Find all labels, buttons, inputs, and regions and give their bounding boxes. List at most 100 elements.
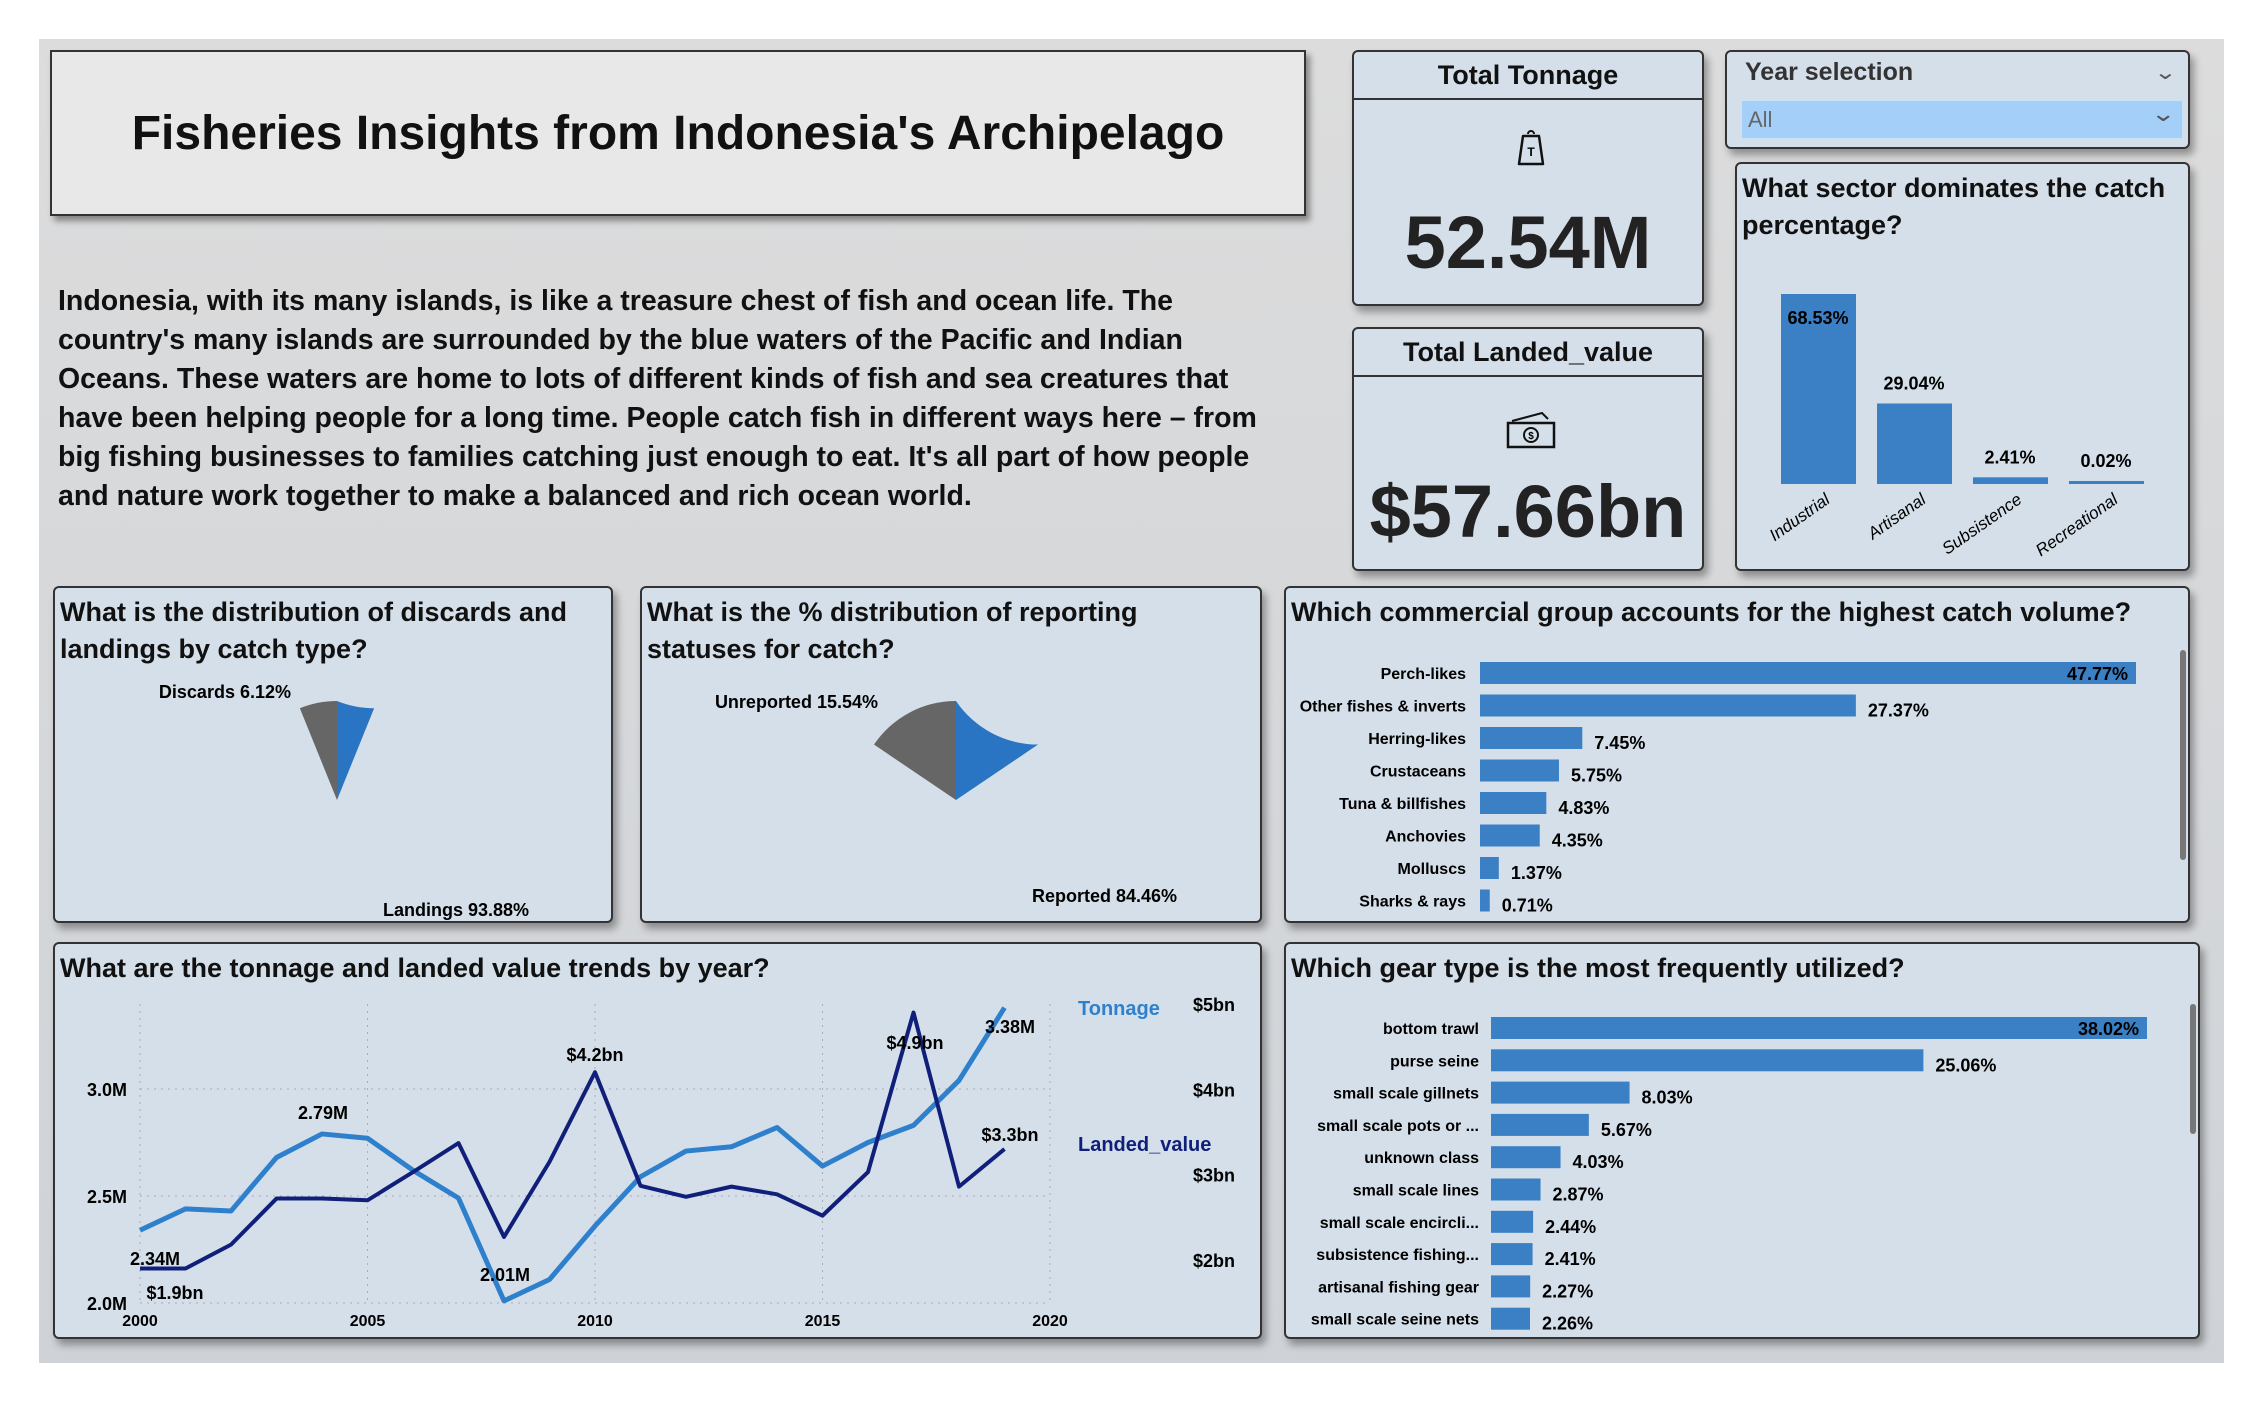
svg-text:$: $ bbox=[1528, 431, 1534, 442]
category-label: small scale gillnets bbox=[1333, 1086, 1479, 1103]
data-label: 0.71% bbox=[1502, 896, 1553, 916]
year-dropdown[interactable]: All ⌄ bbox=[1741, 100, 2183, 139]
data-label: 47.77% bbox=[2067, 664, 2128, 684]
category-label: Anchovies bbox=[1385, 829, 1466, 846]
landed-value-line bbox=[140, 1010, 1006, 1271]
bar bbox=[1491, 1307, 1530, 1330]
discards-landings-chart: What is the distribution of discards and… bbox=[53, 586, 613, 923]
chevron-down-icon[interactable]: ⌄ bbox=[2153, 62, 2178, 84]
bar bbox=[1781, 294, 1856, 484]
data-label: 2.01M bbox=[480, 1265, 530, 1285]
data-label: 38.02% bbox=[2078, 1019, 2139, 1039]
category-label: small scale pots or ... bbox=[1317, 1118, 1479, 1135]
x-tick: 2015 bbox=[805, 1313, 841, 1330]
category-label: subsistence fishing... bbox=[1316, 1247, 1479, 1264]
kpi-value: $57.66bn bbox=[1369, 470, 1687, 553]
data-label: 4.83% bbox=[1558, 798, 1609, 818]
category-label: Tuna & billfishes bbox=[1339, 796, 1466, 813]
axis-label: Artisanal bbox=[1863, 489, 1930, 544]
x-tick: 2010 bbox=[577, 1313, 613, 1330]
pie-slice bbox=[873, 701, 956, 800]
commercial-bar-chart: Perch-likes 47.77% Other fishes & inverts 2… bbox=[1300, 662, 2136, 916]
bar bbox=[1491, 1081, 1630, 1104]
category-label: purse seine bbox=[1390, 1053, 1479, 1070]
bar bbox=[1480, 889, 1490, 912]
y-tick-left: 2.0M bbox=[87, 1294, 127, 1314]
category-label: bottom trawl bbox=[1383, 1021, 1479, 1038]
data-label: $4.9bn bbox=[886, 1033, 943, 1053]
category-label: Other fishes & inverts bbox=[1300, 699, 1466, 716]
category-label: artisanal fishing gear bbox=[1318, 1279, 1479, 1296]
bar bbox=[1491, 1113, 1589, 1136]
data-label: 29.04% bbox=[1883, 373, 1944, 393]
data-label: 0.02% bbox=[2080, 451, 2131, 471]
data-label: 4.03% bbox=[1573, 1152, 1624, 1172]
bar bbox=[1491, 1049, 1924, 1072]
data-label: 1.37% bbox=[1511, 863, 1562, 883]
bar bbox=[1877, 403, 1952, 484]
data-label: 2.44% bbox=[1545, 1217, 1596, 1237]
gear-type-chart: Which gear type is the most frequently u… bbox=[1284, 942, 2200, 1339]
svg-text:T: T bbox=[1527, 145, 1535, 159]
bar bbox=[1491, 1178, 1541, 1201]
data-label: 4.35% bbox=[1552, 831, 1603, 851]
x-tick: 2020 bbox=[1032, 1313, 1068, 1330]
gear-bar-chart: bottom trawl 38.02% purse seine 25.06% small… bbox=[1311, 1017, 2147, 1334]
sector-bar-chart: 68.53% Industrial 29.04% Artisanal 2.41% Subs… bbox=[1766, 294, 2144, 560]
bar bbox=[1491, 1243, 1533, 1266]
dropdown-value: All bbox=[1748, 107, 1773, 132]
slice-label: Discards 6.12% bbox=[159, 682, 291, 702]
slicer-label: Year selection bbox=[1745, 58, 1914, 86]
chevron-down-icon: ⌄ bbox=[2149, 101, 2176, 126]
data-label: 2.41% bbox=[1984, 447, 2035, 467]
category-label: small scale seine nets bbox=[1311, 1312, 1479, 1329]
commercial-group-chart: Which commercial group accounts for the … bbox=[1284, 586, 2190, 923]
bar bbox=[2069, 481, 2144, 484]
data-label: 7.45% bbox=[1594, 733, 1645, 753]
bar bbox=[1480, 662, 2136, 684]
data-label: 5.75% bbox=[1571, 766, 1622, 786]
bar bbox=[1480, 694, 1856, 717]
category-label: Molluscs bbox=[1398, 861, 1467, 878]
data-label: 2.34M bbox=[130, 1249, 180, 1269]
slice-label: Unreported 15.54% bbox=[715, 692, 878, 712]
data-label: 2.41% bbox=[1545, 1249, 1596, 1269]
kpi-value: 52.54M bbox=[1404, 201, 1652, 284]
category-label: unknown class bbox=[1364, 1150, 1479, 1167]
trends-chart: What are the tonnage and landed value tr… bbox=[53, 942, 1262, 1339]
money-icon: $ bbox=[1506, 411, 1556, 449]
data-label: 3.38M bbox=[985, 1017, 1035, 1037]
scrollbar[interactable] bbox=[2180, 650, 2186, 860]
data-label: 2.79M bbox=[298, 1103, 348, 1123]
scrollbar[interactable] bbox=[2190, 1004, 2196, 1134]
kpi-label: Total Tonnage bbox=[1354, 52, 1702, 100]
trend-line-chart: 2.0M 2.5M 3.0M $2bn $3bn $4bn $5bn 2000 2005 2010… bbox=[87, 995, 1235, 1330]
sector-chart: What sector dominates the catch percenta… bbox=[1735, 162, 2190, 571]
y-tick-right: $5bn bbox=[1193, 995, 1235, 1015]
data-label: 68.53% bbox=[1787, 308, 1848, 328]
weight-icon: T bbox=[1517, 130, 1545, 166]
tonnage-line bbox=[138, 1006, 1007, 1304]
bar bbox=[1491, 1017, 2147, 1039]
data-label: 25.06% bbox=[1935, 1055, 1996, 1075]
data-label: 2.87% bbox=[1553, 1185, 1604, 1205]
chart-title: Which commercial group accounts for the … bbox=[1291, 597, 2132, 627]
y-tick-left: 3.0M bbox=[87, 1080, 127, 1100]
legend-tonnage: Tonnage bbox=[1078, 998, 1160, 1020]
bar bbox=[1480, 759, 1559, 782]
slice-label: Reported 84.46% bbox=[1032, 886, 1177, 906]
data-label: 2.27% bbox=[1542, 1281, 1593, 1301]
bar bbox=[1973, 477, 2048, 484]
y-tick-right: $2bn bbox=[1193, 1251, 1235, 1271]
year-selection-slicer: Year selection ⌄ All ⌄ bbox=[1725, 50, 2190, 149]
axis-label: Industrial bbox=[1766, 489, 1834, 545]
total-landed-value-card: Total Landed_value $ $57.66bn bbox=[1352, 327, 1704, 571]
slice-label: Landings 93.88% bbox=[383, 900, 529, 920]
pie-slice bbox=[299, 701, 337, 800]
chart-title: What is the % distribution of reporting … bbox=[647, 597, 1138, 664]
y-tick-left: 2.5M bbox=[87, 1187, 127, 1207]
bar bbox=[1480, 824, 1540, 847]
chart-title: Which gear type is the most frequently u… bbox=[1291, 953, 1905, 983]
chart-title: What are the tonnage and landed value tr… bbox=[60, 953, 770, 983]
data-label: $4.2bn bbox=[566, 1045, 623, 1065]
